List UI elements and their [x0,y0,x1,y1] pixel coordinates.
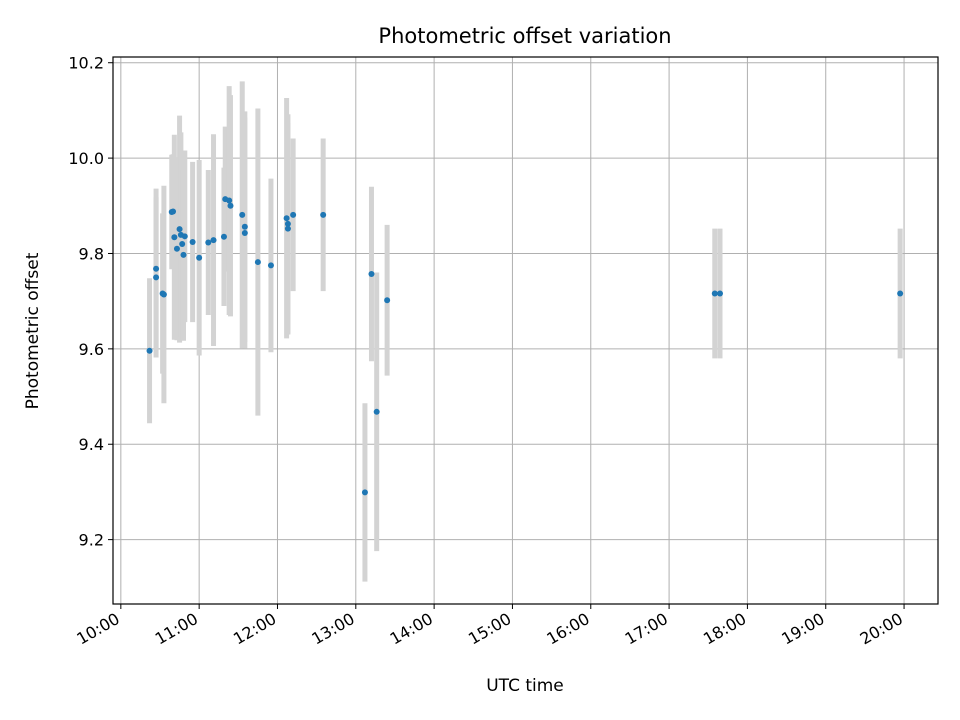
data-point [210,237,217,244]
data-point [361,489,368,496]
y-tick-label: 9.8 [79,244,104,263]
data-point [717,290,724,297]
grid [113,57,938,604]
data-point [196,254,203,261]
data-point [170,208,177,215]
data-point [179,240,186,247]
chart-title: Photometric offset variation [378,24,671,48]
data-point [226,197,233,204]
data-point [160,291,167,298]
data-point [220,233,227,240]
data-point [320,211,327,218]
y-tick-label: 9.6 [79,340,104,359]
data-point [181,233,188,240]
data-point [153,265,160,272]
data-point [711,290,718,297]
y-axis-label: Photometric offset [23,252,43,409]
data-point [284,220,291,227]
data-point [368,270,375,277]
data-point [239,211,246,218]
data-point [180,251,187,258]
y-tick-label: 9.4 [79,435,104,454]
data-point [254,259,261,266]
plot-frame [112,56,939,605]
data-point [267,262,274,269]
data-point [284,225,291,232]
data-point [173,245,180,252]
data-point [227,202,234,209]
data-point [897,290,904,297]
data-point [241,223,248,230]
data-point [241,229,248,236]
data-point [290,211,297,218]
y-tick-label: 10.0 [68,149,104,168]
data-points [146,196,904,496]
data-point [171,234,178,241]
x-axis-label: UTC time [486,676,564,696]
y-tick-label: 10.2 [68,54,104,73]
y-axis-ticks: 9.2 9.4 9.6 9.8 10.0 10.2 [68,54,113,550]
data-point [189,239,196,246]
data-point [176,226,183,233]
data-point [205,239,212,246]
data-point [283,215,290,222]
data-point [373,408,380,415]
data-point [384,297,391,304]
y-tick-label: 9.2 [79,531,104,550]
data-point [153,274,160,281]
data-point [146,347,153,354]
